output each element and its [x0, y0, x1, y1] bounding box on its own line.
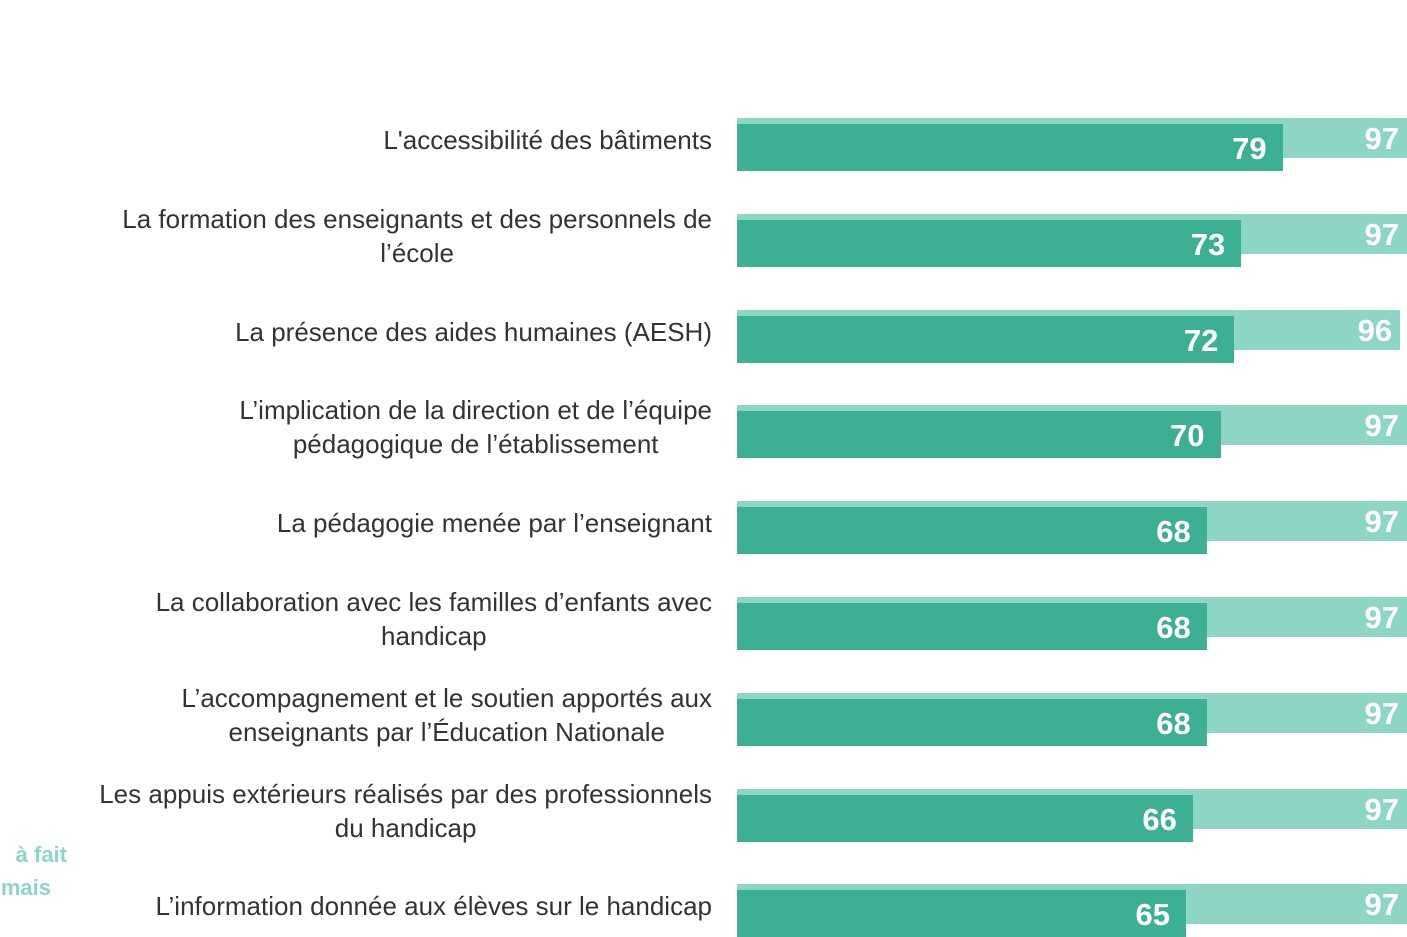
value-label: 97: [1364, 121, 1399, 156]
value-label: 97: [1364, 695, 1399, 731]
category-label: La formation des enseignants et des pers…: [122, 203, 712, 268]
value-label: 66: [1142, 801, 1177, 837]
bar: [737, 603, 1207, 650]
category-label: La présence des aides humaines (AESH): [235, 316, 712, 347]
value-label: 68: [1156, 610, 1191, 645]
bar: [737, 124, 1283, 171]
value-label: 68: [1156, 705, 1191, 741]
category-label: La collaboration avec les familles d’enf…: [155, 587, 712, 651]
value-label: 96: [1357, 312, 1393, 348]
legend-fragment: mais: [0, 875, 51, 900]
value-label: 65: [1135, 897, 1170, 933]
value-label: 97: [1364, 600, 1399, 635]
legend-fragment: à fait: [15, 842, 67, 867]
value-label: 79: [1232, 131, 1267, 166]
category-label: L’accompagnement et le soutien apportés …: [181, 682, 712, 747]
value-label: 97: [1364, 408, 1399, 444]
value-label: 72: [1183, 322, 1219, 358]
bar: [737, 698, 1207, 746]
category-label: L'accessibilité des bâtiments: [383, 125, 712, 155]
category-label: Les appuis extérieurs réalisés par des p…: [99, 778, 712, 843]
bar: [737, 794, 1193, 842]
bar: [737, 507, 1207, 555]
value-label: 70: [1170, 418, 1205, 454]
value-label: 97: [1364, 216, 1399, 252]
value-label: 97: [1364, 887, 1399, 923]
value-label: 68: [1156, 514, 1191, 550]
value-label: 73: [1190, 226, 1226, 262]
bar: [737, 315, 1235, 363]
bar: [737, 890, 1186, 937]
bar: [737, 411, 1221, 459]
category-label: L’information donnée aux élèves sur le h…: [155, 891, 713, 922]
category-label: La pédagogie menée par l’enseignant: [276, 508, 712, 539]
value-label: 97: [1364, 791, 1399, 827]
bar: [737, 219, 1242, 267]
value-label: 97: [1364, 504, 1399, 540]
category-label: L’implication de la direction et de l’éq…: [239, 395, 712, 460]
